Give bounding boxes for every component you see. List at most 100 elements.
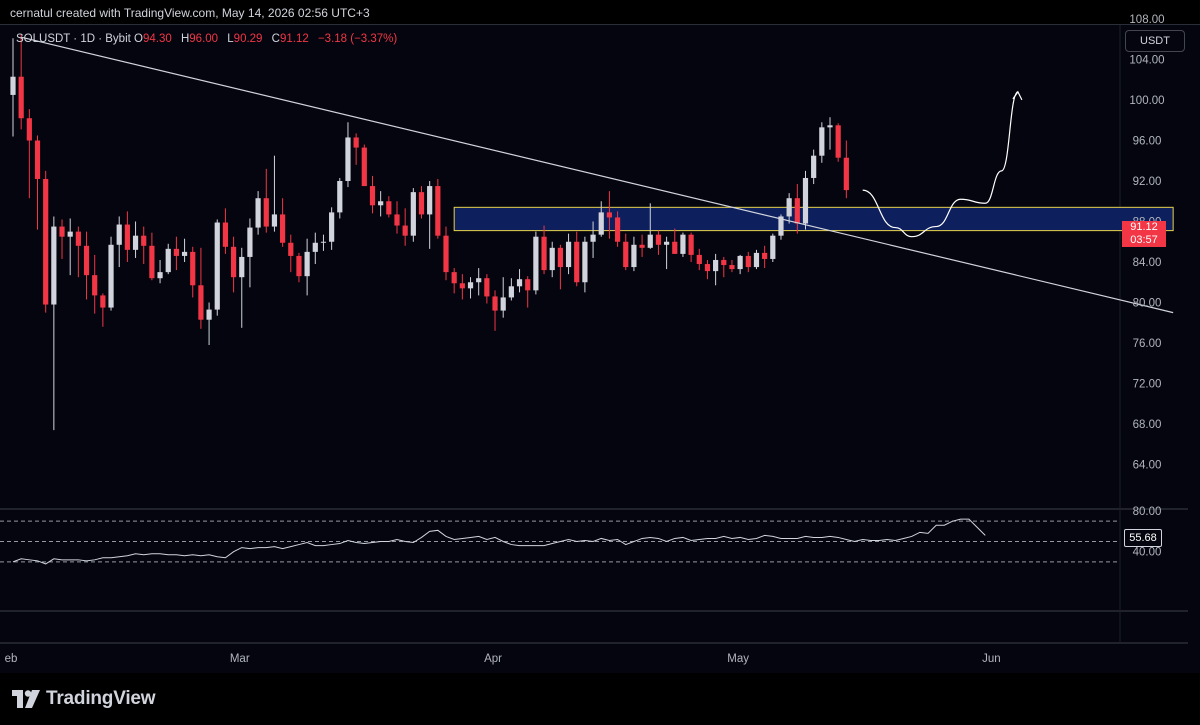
candle bbox=[623, 233, 629, 271]
rsi-value-tag: 55.68 bbox=[1124, 529, 1162, 547]
projection-layer[interactable] bbox=[862, 90, 1023, 238]
trendline-layer[interactable] bbox=[21, 36, 1174, 314]
price-tick-label: 72.00 bbox=[1133, 379, 1162, 391]
candle-body bbox=[827, 125, 833, 128]
candle bbox=[443, 226, 449, 281]
price-axis[interactable]: 108.00104.00100.0096.0092.0088.0084.0080… bbox=[1129, 14, 1164, 559]
candle bbox=[329, 207, 335, 250]
candle bbox=[141, 226, 147, 265]
currency-button[interactable]: USDT bbox=[1125, 30, 1185, 52]
candle bbox=[108, 236, 114, 311]
candle-body bbox=[190, 251, 196, 286]
candle-body bbox=[778, 216, 784, 236]
time-tick-label: Jun bbox=[982, 653, 1001, 665]
candle-body bbox=[794, 198, 800, 224]
rsi-tick-label: 80.00 bbox=[1133, 506, 1162, 518]
candle bbox=[361, 144, 367, 187]
candle-body bbox=[329, 212, 335, 242]
price-tick-label: 108.00 bbox=[1129, 14, 1164, 26]
candle bbox=[762, 245, 768, 269]
bar-countdown: 03:57 bbox=[1130, 234, 1158, 246]
candle-body bbox=[729, 265, 735, 270]
candle-body bbox=[67, 231, 73, 237]
open-value: 94.30 bbox=[142, 33, 172, 45]
candle-body bbox=[181, 251, 188, 256]
rsi-line bbox=[12, 518, 986, 565]
candle bbox=[263, 168, 269, 233]
candle-body bbox=[500, 297, 506, 311]
candle bbox=[574, 231, 580, 287]
candle-body bbox=[132, 235, 139, 250]
candle-body bbox=[606, 212, 613, 218]
candle bbox=[786, 193, 792, 224]
price-tick-label: 68.00 bbox=[1133, 419, 1162, 431]
candle-body bbox=[100, 295, 106, 308]
candle-body bbox=[402, 225, 408, 236]
candle-body bbox=[247, 227, 253, 257]
candle-body bbox=[198, 285, 204, 320]
candle bbox=[132, 221, 139, 258]
candle-body bbox=[459, 283, 465, 289]
candle bbox=[230, 236, 237, 293]
candle bbox=[51, 216, 57, 431]
candle-body bbox=[533, 236, 539, 291]
candle-body bbox=[165, 248, 171, 273]
candle-body bbox=[721, 259, 727, 266]
candle-body bbox=[280, 214, 286, 243]
candle bbox=[451, 268, 457, 294]
candle-body bbox=[549, 247, 555, 271]
supply-demand-zone[interactable] bbox=[453, 206, 1174, 232]
price-tick-label: 64.00 bbox=[1133, 460, 1162, 472]
candle-body bbox=[304, 251, 310, 277]
time-axis[interactable]: eb Mar Apr May Jun bbox=[5, 653, 1001, 665]
candle-body bbox=[206, 309, 212, 320]
candle-body bbox=[516, 279, 523, 287]
rsi-pane bbox=[0, 518, 1120, 565]
candle-body bbox=[639, 244, 645, 248]
candle bbox=[124, 211, 130, 262]
candle bbox=[198, 247, 204, 329]
candle bbox=[557, 244, 563, 290]
candle-body bbox=[59, 226, 65, 237]
candles[interactable] bbox=[10, 34, 849, 431]
candle-body bbox=[753, 252, 760, 268]
candle bbox=[680, 232, 686, 257]
candle bbox=[606, 191, 613, 239]
candle-body bbox=[655, 234, 662, 245]
candle bbox=[378, 191, 384, 217]
candle-body bbox=[418, 192, 425, 215]
price-tick-label: 92.00 bbox=[1133, 176, 1162, 188]
candle-body bbox=[688, 234, 694, 255]
candle bbox=[247, 218, 253, 288]
candle-body bbox=[737, 255, 743, 270]
candle bbox=[655, 230, 662, 255]
candle-body bbox=[819, 127, 825, 156]
candle bbox=[721, 256, 727, 278]
candle bbox=[737, 254, 743, 275]
chart-svg[interactable]: 108.00104.00100.0096.0092.0088.0084.0080… bbox=[0, 0, 1200, 673]
candle bbox=[418, 186, 425, 219]
projection-arrowhead bbox=[1012, 90, 1023, 101]
time-tick-label: eb bbox=[5, 653, 18, 665]
price-tick-label: 100.00 bbox=[1129, 95, 1164, 107]
candle-body bbox=[214, 222, 220, 310]
candle bbox=[34, 135, 41, 230]
brand-name: TradingView bbox=[46, 688, 156, 709]
candle bbox=[835, 123, 841, 162]
price-tick-label: 76.00 bbox=[1133, 338, 1162, 350]
candle bbox=[696, 248, 702, 271]
candle-body bbox=[239, 256, 245, 278]
candle-body bbox=[10, 76, 16, 95]
open-label: O bbox=[134, 33, 143, 45]
candle bbox=[190, 246, 196, 298]
last-price-value: 91.12 bbox=[1130, 221, 1158, 233]
chart-area[interactable] bbox=[0, 25, 1200, 673]
candle bbox=[745, 251, 751, 273]
change-value: −3.18 (−3.37%) bbox=[317, 33, 398, 45]
candle bbox=[92, 254, 98, 314]
candle bbox=[713, 253, 719, 286]
candle bbox=[794, 184, 800, 234]
candle bbox=[206, 302, 212, 346]
candle-body bbox=[623, 241, 629, 268]
tradingview-logo[interactable]: TradingView bbox=[12, 688, 156, 710]
